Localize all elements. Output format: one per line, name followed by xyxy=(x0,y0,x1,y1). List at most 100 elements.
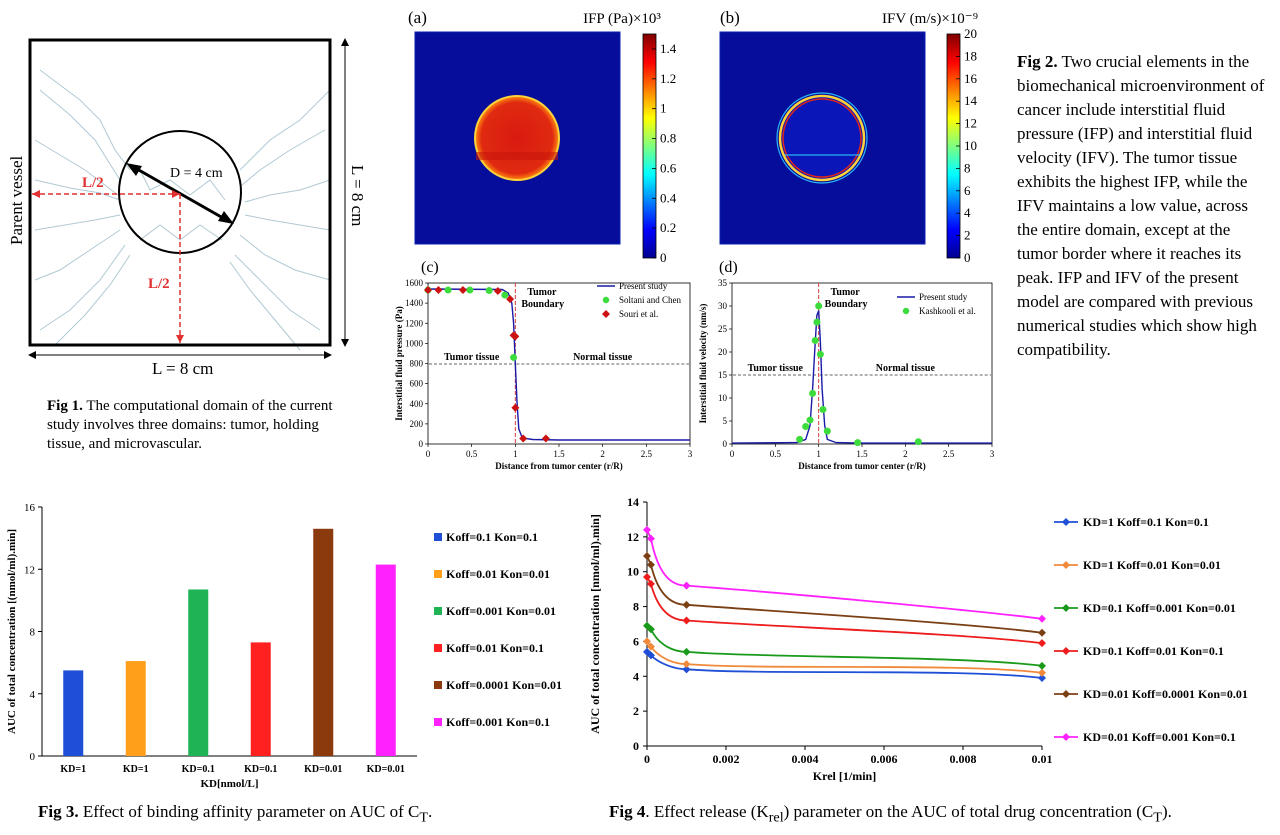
y-tick-label: 20 xyxy=(718,347,728,357)
data-point xyxy=(643,637,651,646)
series-line xyxy=(646,576,1043,645)
fig2-caption-label: Fig 2. xyxy=(1017,52,1058,71)
bar xyxy=(250,642,271,756)
legend-marker-swatch xyxy=(602,310,610,318)
series-line xyxy=(646,555,1043,634)
boundary-annotation-2: Boundary xyxy=(825,299,868,310)
legend-label: Koff=0.001 Kon=0.01 xyxy=(446,604,556,618)
fig1-caption: Fig 1. The computational domain of the c… xyxy=(47,397,357,454)
x-tick-label: 0.002 xyxy=(713,752,740,766)
data-point xyxy=(424,286,432,295)
colorbar-tick-label: 0.8 xyxy=(660,131,676,146)
data-point xyxy=(1038,661,1046,670)
domain-boundary xyxy=(28,38,332,347)
series-line xyxy=(427,288,690,441)
colorbar-tick-label: 4 xyxy=(964,205,971,220)
half-length-left-label: L/2 xyxy=(82,175,104,191)
y-tick-label: 600 xyxy=(410,379,424,389)
bar xyxy=(375,564,396,756)
data-point xyxy=(682,665,691,674)
colorbar-tick-label: 14 xyxy=(964,93,978,108)
y-tick-label: 4 xyxy=(30,689,36,701)
fig2-caption-text: Two crucial elements in the biomechanica… xyxy=(1017,52,1265,359)
data-point xyxy=(1038,668,1046,677)
y-tick-label: 1200 xyxy=(405,318,424,328)
bar xyxy=(125,661,146,756)
legend-swatch xyxy=(434,718,442,726)
y-tick-label: 1000 xyxy=(405,338,424,348)
data-point xyxy=(815,302,823,310)
legend-label: Koff=0.1 Kon=0.1 xyxy=(446,530,538,544)
data-point xyxy=(541,434,550,443)
bar xyxy=(63,670,84,756)
legend-swatch xyxy=(434,607,442,615)
legend-marker-swatch xyxy=(1062,733,1070,741)
legend-label: Present study xyxy=(619,281,668,291)
legend-label: Koff=0.01 Kon=0.01 xyxy=(446,567,550,581)
legend-marker-swatch xyxy=(1062,690,1070,698)
legend-label: KD=0.1 Koff=0.01 Kon=0.1 xyxy=(1083,644,1224,658)
fig4-caption-sub2: T xyxy=(1153,809,1162,826)
legend-label: KD=0.01 Koff=0.0001 Kon=0.01 xyxy=(1083,687,1248,701)
legend-label: Soltani and Chen xyxy=(619,295,681,305)
panel-a-title: IFP (Pa)×10³ xyxy=(583,11,661,27)
diameter-label: D = 4 cm xyxy=(170,166,223,181)
fig4-caption: Fig 4. Effect release (Krel) parameter o… xyxy=(609,802,1172,827)
boundary-annotation-1: Tumor xyxy=(831,287,861,298)
data-point xyxy=(646,651,655,660)
data-point xyxy=(501,291,509,299)
colorbar-tick-label: 20 xyxy=(964,26,977,41)
y-tick-label: 8 xyxy=(30,627,36,639)
y-tick-label: 2 xyxy=(633,704,639,718)
data-point xyxy=(813,318,821,326)
fig4-caption-mid: ) parameter on the AUC of total drug con… xyxy=(783,802,1154,821)
y-tick-label: 5 xyxy=(723,416,728,426)
domain-width-label: L = 8 cm xyxy=(152,359,213,375)
panel-b-colorbar xyxy=(947,34,960,258)
legend-marker-swatch xyxy=(1062,518,1070,526)
x-tick-label: 0.01 xyxy=(1032,752,1053,766)
y-tick-label: 12 xyxy=(627,530,639,544)
x-tick-label: 0.5 xyxy=(770,449,782,459)
panel-c-ifp-plot: (c) 0 0.5 1 1.5 2 2.5 3 0 200 400 600 800 1000 1200 14… xyxy=(394,259,693,471)
x-tick-label: 0 xyxy=(644,752,650,766)
x-tick-label: KD=0.1 xyxy=(244,764,277,775)
fig1-caption-label: Fig 1. xyxy=(47,398,83,414)
x-tick-label: 0 xyxy=(730,449,735,459)
y-tick-label: 10 xyxy=(627,565,639,579)
colorbar-tick-label: 6 xyxy=(964,183,971,198)
fig1-caption-text: The computational domain of the current … xyxy=(47,398,333,452)
legend-label: Koff=0.0001 Kon=0.01 xyxy=(446,678,562,692)
panel-a-colorbar xyxy=(643,34,656,258)
x-tick-label: 1 xyxy=(816,449,821,459)
x-tick-label: 3 xyxy=(688,449,693,459)
data-point xyxy=(682,600,691,609)
x-tick-label: 0.006 xyxy=(871,752,898,766)
normal-tissue-annotation: Normal tissue xyxy=(573,352,633,363)
data-point xyxy=(1038,628,1046,637)
legend-label: Souri et al. xyxy=(619,309,658,319)
legend-label: KD=0.01 Koff=0.001 Kon=0.1 xyxy=(1083,730,1236,744)
x-tick-label: KD=1 xyxy=(60,764,86,775)
fig3-caption-text: Effect of binding affinity parameter on … xyxy=(78,802,420,821)
data-point xyxy=(646,560,655,569)
y-tick-label: 14 xyxy=(627,495,639,509)
x-tick-label: 0.5 xyxy=(466,449,478,459)
y-tick-label: 0 xyxy=(30,751,36,763)
legend-swatch xyxy=(434,644,442,652)
legend-marker-swatch xyxy=(602,296,610,304)
y-tick-label: 6 xyxy=(633,634,639,648)
data-point xyxy=(643,572,651,581)
colorbar-tick-label: 12 xyxy=(964,116,977,131)
y-axis-label: AUC of total concentration [nmol/ml).min… xyxy=(588,514,602,734)
x-tick-label: 2 xyxy=(600,449,605,459)
colorbar-tick-label: 16 xyxy=(964,71,978,86)
fig3-caption-end: . xyxy=(427,802,433,821)
legend-marker-swatch xyxy=(902,307,910,315)
fig4-line-chart: 0 2 4 6 8 10 12 14 0 0.002 0.004 0.006 0.008 0.01 Krel… xyxy=(588,495,1248,783)
data-point xyxy=(819,406,827,413)
y-tick-label: 12 xyxy=(24,564,35,576)
y-axis-label: AUC of total concentration [(nmol/ml).mi… xyxy=(6,529,18,734)
colorbar-tick-label: 8 xyxy=(964,160,971,175)
x-tick-label: 0.008 xyxy=(950,752,977,766)
